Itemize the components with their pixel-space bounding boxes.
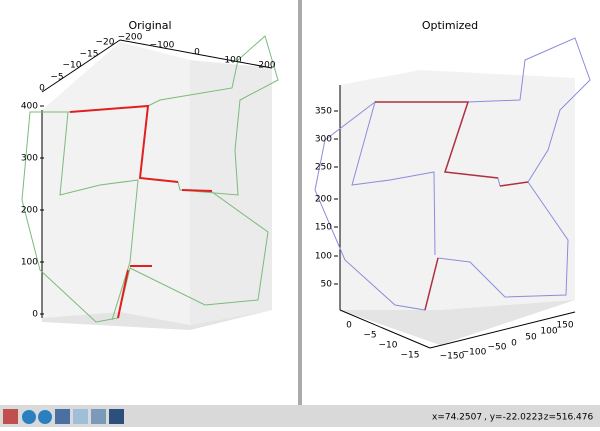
back-button[interactable] xyxy=(22,410,36,424)
pan-button[interactable] xyxy=(55,409,70,424)
pane xyxy=(340,300,575,345)
y-tick-label: 0 xyxy=(346,321,352,331)
z-tick-label: 300 xyxy=(315,135,332,145)
z-tick-label: 300 xyxy=(21,154,38,164)
x-tick-label: 100 xyxy=(224,56,241,66)
z-tick-label: 50 xyxy=(321,280,333,290)
y-tick-label: −20 xyxy=(96,38,115,48)
configure-button[interactable] xyxy=(91,409,106,424)
axis-line xyxy=(339,309,431,349)
status-x: x=74.2507 xyxy=(432,413,482,423)
x-tick-label: −150 xyxy=(440,352,465,362)
x-tick-label: 0 xyxy=(511,339,517,349)
plot-title: Optimized xyxy=(422,19,478,32)
z-tick-label: 100 xyxy=(315,252,332,262)
pane xyxy=(42,42,190,325)
z-tick-label: 250 xyxy=(315,163,332,173)
pane xyxy=(42,310,272,330)
x-tick-label: −50 xyxy=(488,343,507,353)
x-tick-label: 200 xyxy=(258,61,275,71)
zoom-button[interactable] xyxy=(73,409,88,424)
x-tick-label: −200 xyxy=(118,33,143,43)
x-tick-label: 50 xyxy=(525,333,537,343)
loop-closure xyxy=(69,104,213,319)
y-tick-label: 0 xyxy=(39,84,45,94)
y-tick-label: −5 xyxy=(50,73,63,83)
z-tick-label: 350 xyxy=(315,107,332,117)
axis-line xyxy=(119,39,273,69)
home-button[interactable] xyxy=(3,409,18,424)
pane xyxy=(190,60,272,325)
x-tick-label: 0 xyxy=(194,48,200,58)
z-tick-label: 150 xyxy=(315,223,332,233)
x-tick-label: 100 xyxy=(540,327,557,337)
axis-line xyxy=(41,39,121,93)
plot-title: Original xyxy=(128,19,171,32)
axes-3d-left xyxy=(21,35,279,330)
y-tick-label: −5 xyxy=(363,331,376,341)
save-button[interactable] xyxy=(109,409,124,424)
y-tick-label: −10 xyxy=(379,341,398,351)
z-tick-label: 400 xyxy=(21,102,38,112)
x-tick-label: 150 xyxy=(556,321,573,331)
x-tick-label: −100 xyxy=(150,41,175,51)
forward-button[interactable] xyxy=(38,410,52,424)
pane xyxy=(340,70,575,310)
status-y: , y=-22.0223 xyxy=(484,413,543,423)
toolbar xyxy=(0,405,600,427)
y-tick-label: −10 xyxy=(63,61,82,71)
status-z: , z=516.476 xyxy=(538,413,593,423)
toolbar-buttons xyxy=(3,409,124,424)
y-tick-label: −15 xyxy=(401,351,420,361)
axes-3d-right xyxy=(314,37,591,349)
axis-line xyxy=(429,311,576,349)
z-tick-label: 0 xyxy=(32,310,38,320)
y-tick-label: −15 xyxy=(80,50,99,60)
loop-closure xyxy=(375,101,529,311)
z-tick-label: 100 xyxy=(21,258,38,268)
x-tick-label: −100 xyxy=(462,348,487,358)
z-tick-label: 200 xyxy=(21,206,38,216)
divider xyxy=(298,0,302,405)
z-tick-label: 200 xyxy=(315,195,332,205)
